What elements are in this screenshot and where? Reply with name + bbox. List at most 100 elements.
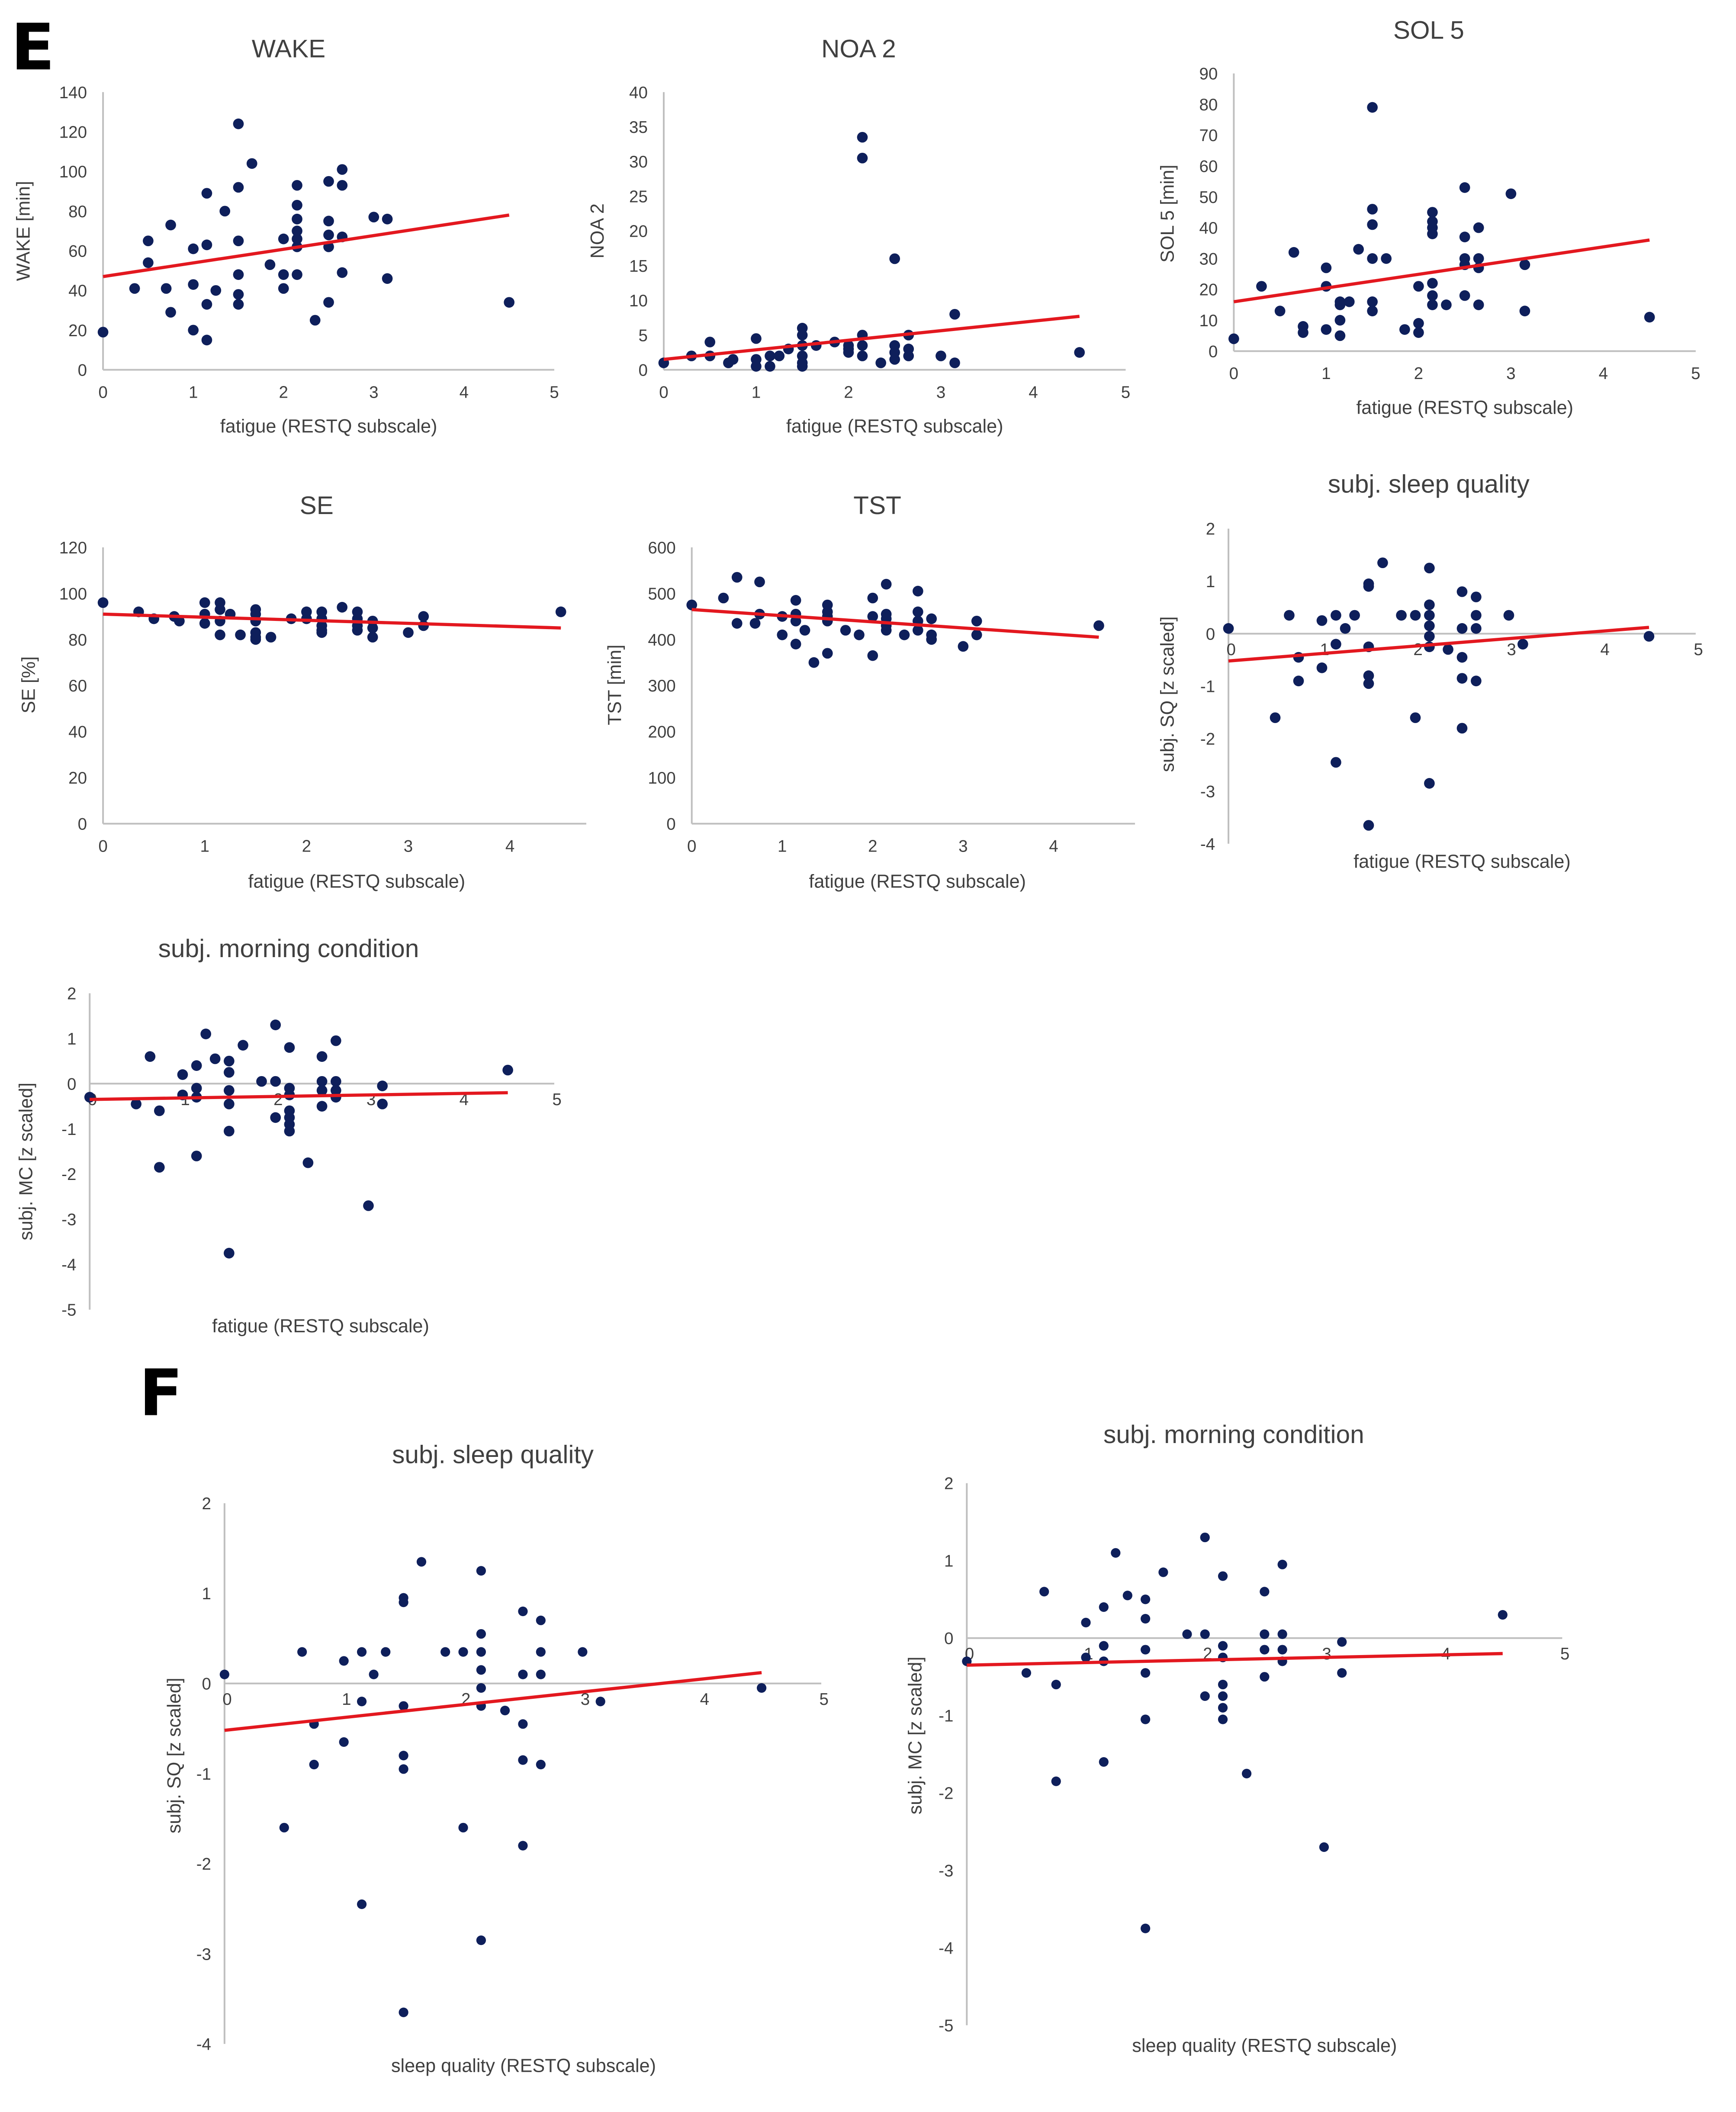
y-tick-label: 35 <box>629 118 648 137</box>
y-tick-label: 60 <box>68 242 87 260</box>
y-tick-label: 0 <box>944 1630 953 1648</box>
data-point <box>1099 1641 1109 1651</box>
x-tick-label: 0 <box>1229 364 1238 383</box>
data-point <box>1182 1629 1192 1639</box>
y-tick-label: -1 <box>939 1707 953 1726</box>
x-tick-label: 3 <box>404 837 413 855</box>
data-point <box>536 1647 546 1657</box>
trend-line <box>103 612 561 630</box>
data-point <box>1141 1923 1151 1933</box>
data-point <box>302 1157 314 1168</box>
data-point <box>1503 610 1514 621</box>
chart-title: TST <box>853 492 901 520</box>
x-tick-label: 3 <box>958 837 968 855</box>
data-point <box>330 1076 341 1087</box>
data-point <box>145 1051 156 1062</box>
data-point <box>292 199 302 211</box>
data-point <box>1363 670 1374 681</box>
data-point <box>840 625 851 636</box>
data-point <box>765 350 775 361</box>
y-tick-label: 40 <box>629 84 648 102</box>
data-point <box>224 1055 235 1067</box>
data-point <box>1367 305 1378 317</box>
data-point <box>1218 1703 1228 1713</box>
data-point <box>210 285 222 296</box>
data-point <box>1456 623 1468 634</box>
x-tick-label: 5 <box>1694 640 1703 659</box>
x-axis-label: fatigue (RESTQ subscale) <box>786 416 1003 437</box>
y-tick-label: 0 <box>78 815 87 834</box>
y-axis-label: SOL 5 [min] <box>1157 164 1178 262</box>
y-tick-label: 2 <box>1206 520 1215 539</box>
data-point <box>518 1669 528 1679</box>
data-point <box>1381 253 1392 264</box>
data-point <box>1427 228 1438 239</box>
data-point <box>224 1099 235 1109</box>
x-axis-label: fatigue (RESTQ subscale) <box>1356 397 1573 418</box>
trend-line <box>1228 626 1649 663</box>
y-tick-label: -2 <box>61 1165 76 1184</box>
y-axis-label: SE [%] <box>19 656 39 714</box>
data-point <box>476 1647 486 1657</box>
data-point <box>867 592 878 604</box>
data-point <box>1277 1645 1287 1655</box>
data-point <box>1039 1587 1049 1597</box>
data-point <box>536 1669 546 1679</box>
chart-title: WAKE <box>252 35 325 63</box>
x-tick-label: 5 <box>1560 1645 1569 1663</box>
data-point <box>219 1669 229 1679</box>
data-point <box>224 1067 235 1078</box>
data-point <box>1413 281 1424 292</box>
data-point <box>913 625 923 636</box>
x-tick-label: 3 <box>369 383 378 402</box>
data-point <box>857 132 868 143</box>
data-point <box>1424 563 1435 574</box>
data-point <box>1424 631 1435 642</box>
data-point <box>316 1051 328 1062</box>
y-tick-label: 120 <box>59 539 87 557</box>
data-point <box>1443 644 1453 655</box>
x-axis-label: fatigue (RESTQ subscale) <box>248 871 465 892</box>
data-point <box>278 283 289 294</box>
data-point <box>857 340 868 351</box>
data-point <box>1337 1637 1347 1647</box>
y-tick-label: 0 <box>638 361 647 380</box>
data-point <box>399 1751 408 1761</box>
y-tick-label: 30 <box>629 153 648 171</box>
data-point <box>1141 1668 1151 1678</box>
y-tick-label: 400 <box>648 631 675 649</box>
data-point <box>1093 620 1104 631</box>
data-point <box>188 243 199 254</box>
data-point <box>316 1101 328 1112</box>
data-point <box>337 180 348 191</box>
data-point <box>1337 1668 1347 1678</box>
y-tick-label: 30 <box>1199 250 1218 268</box>
data-point <box>323 215 334 227</box>
scatter-chart-4: TST fatigue (RESTQ subscale) TST [min] 0 1 2 3… <box>604 492 1135 892</box>
data-point <box>337 602 348 613</box>
data-point <box>233 182 244 193</box>
data-point <box>1459 182 1470 193</box>
x-tick-label: 5 <box>1121 383 1130 402</box>
data-point <box>1241 1768 1252 1778</box>
y-tick-label: 0 <box>666 815 675 834</box>
y-tick-label: -1 <box>61 1120 76 1139</box>
data-point <box>367 632 378 643</box>
data-point <box>476 1629 486 1639</box>
data-point <box>323 297 334 308</box>
data-point <box>1200 1691 1210 1701</box>
data-point <box>1367 219 1378 230</box>
data-point <box>867 650 878 661</box>
x-axis-label: sleep quality (RESTQ subscale) <box>391 2055 656 2076</box>
data-point <box>958 641 969 652</box>
data-point <box>191 1151 202 1161</box>
chart-title: NOA 2 <box>821 35 896 63</box>
data-point <box>1293 675 1304 687</box>
y-tick-label: 300 <box>648 677 675 695</box>
x-tick-label: 3 <box>1506 364 1515 383</box>
data-point <box>1284 610 1295 621</box>
data-point <box>1413 327 1424 338</box>
data-point <box>418 611 429 622</box>
data-point <box>233 118 244 129</box>
data-point <box>1517 639 1528 650</box>
